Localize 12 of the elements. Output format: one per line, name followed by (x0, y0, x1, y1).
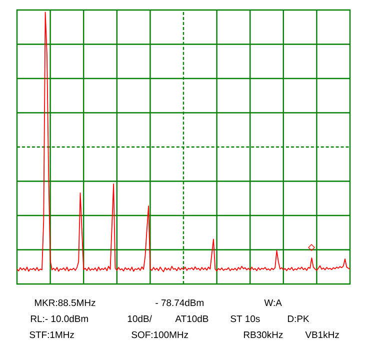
text: STF:1MHz (30, 331, 74, 338)
text: VB1kHz (305, 331, 339, 338)
text: SOF:100MHz (132, 331, 188, 338)
text: D:PK (288, 315, 310, 322)
text: AT10dB (175, 315, 208, 322)
text: ST 10s (230, 315, 260, 322)
text: RB30kHz (244, 331, 283, 338)
text: 10dB/ (128, 315, 152, 322)
text: W:A (264, 299, 282, 306)
text: - 78.74dBm (156, 299, 204, 306)
text: RL:- 10.0dBm (30, 315, 88, 322)
text: MKR:88.5MHz (34, 299, 96, 306)
